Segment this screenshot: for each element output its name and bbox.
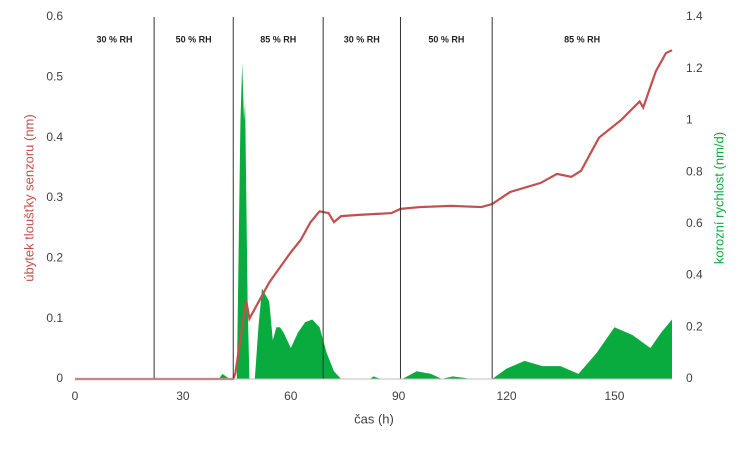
- y-tick-label: 0.1: [46, 311, 63, 325]
- x-tick-label: 150: [604, 389, 624, 403]
- x-tick-label: 30: [176, 389, 190, 403]
- y2-tick-label: 0: [686, 371, 693, 385]
- y-tick-label: 0: [56, 371, 63, 385]
- y2-tick-label: 1.4: [686, 9, 703, 23]
- y-tick-label: 0.5: [46, 70, 63, 84]
- y2-tick-label: 1.2: [686, 61, 703, 75]
- region-label: 30 % RH: [97, 34, 133, 44]
- y-tick-label: 0.2: [46, 251, 63, 265]
- y-tick-label: 0.4: [46, 130, 63, 144]
- y2-tick-label: 0.8: [686, 164, 703, 178]
- y2-tick-label: 0.2: [686, 319, 703, 333]
- x-axis-label: čas (h): [354, 411, 394, 426]
- y2-tick-label: 1: [686, 113, 693, 127]
- line: [75, 49, 673, 381]
- region-label: 85 % RH: [564, 34, 600, 44]
- y2-tick-label: 0.6: [686, 216, 703, 230]
- x-tick-label: 90: [392, 389, 406, 403]
- region-label: 85 % RH: [260, 34, 296, 44]
- y-tick-label: 0.3: [46, 190, 63, 204]
- x-tick-label: 0: [72, 389, 79, 403]
- area: [75, 63, 672, 380]
- region-label: 50 % RH: [176, 34, 212, 44]
- y-tick-label: 0.6: [46, 9, 63, 23]
- y2-axis-label: korozní rychlost (nm/d): [711, 132, 726, 264]
- region-label: 30 % RH: [344, 34, 380, 44]
- y2-tick-label: 0.4: [686, 268, 703, 282]
- region-label: 50 % RH: [428, 34, 464, 44]
- x-tick-label: 120: [497, 389, 517, 403]
- y-axis-label: úbytek tloušťky senzoru (nm): [21, 114, 36, 281]
- x-tick-label: 60: [284, 389, 298, 403]
